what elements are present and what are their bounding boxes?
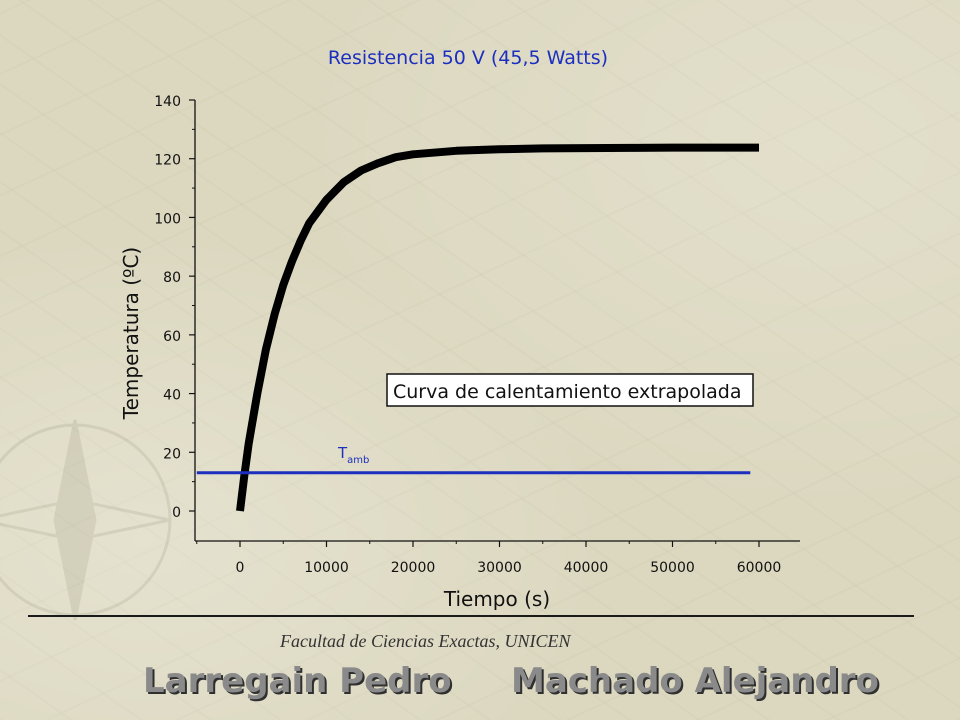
author-larregain: Larregain Pedro [143,661,452,701]
t-amb-label: Tamb [337,444,369,466]
x-tick-label: 40000 [564,560,609,576]
y-tick-label: 100 [154,211,181,227]
heating-curve-line [236,143,759,512]
annotation-label: Curva de calentamiento extrapolada [393,381,741,403]
x-tick-label: 50000 [650,560,695,576]
extrapolated-curve-annotation: Curva de calentamiento extrapolada [386,373,754,407]
x-axis-ticks: 0 10000 20000 30000 40000 50000 60000 [196,541,782,576]
y-tick-label: 140 [154,94,181,110]
y-tick-label: 40 [163,388,181,404]
chart-title: Resistencia 50 V (45,5 Watts) [328,47,608,69]
y-axis-label: Temperatura (ºC) [119,247,143,420]
x-tick-label: 0 [236,560,245,576]
author-machado: Machado Alejandro [511,661,879,701]
y-tick-label: 60 [163,329,181,345]
x-axis-label: Tiempo (s) [443,587,550,610]
y-tick-label: 0 [172,505,181,521]
x-tick-label: 10000 [304,560,349,576]
y-tick-label: 20 [163,446,181,462]
y-axis-ticks: 0 20 40 60 80 100 120 140 [154,94,195,521]
footer-divider [28,615,914,617]
x-tick-label: 60000 [737,560,782,576]
y-tick-label: 120 [154,153,181,169]
chart-axes [194,100,800,542]
temperature-chart: Resistencia 50 V (45,5 Watts) 0 20 40 60 80 1… [119,47,800,610]
x-tick-label: 30000 [477,560,522,576]
footer-faculty: Facultad de Ciencias Exactas, UNICEN [280,631,571,651]
x-tick-label: 20000 [391,560,436,576]
series-layer [196,143,759,512]
y-tick-label: 80 [163,270,181,286]
